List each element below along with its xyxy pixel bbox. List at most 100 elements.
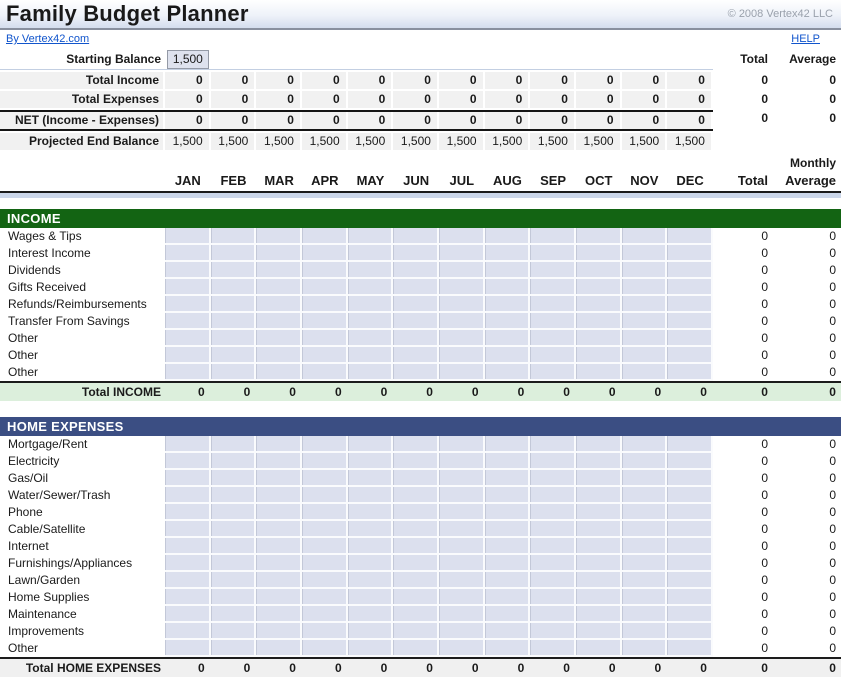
amount-input-cell[interactable]: [667, 296, 713, 313]
amount-input-cell[interactable]: [438, 487, 485, 504]
amount-input-cell[interactable]: [210, 330, 257, 347]
amount-input-cell[interactable]: [165, 470, 211, 487]
amount-input-cell[interactable]: [438, 640, 485, 657]
amount-input-cell[interactable]: [530, 572, 576, 589]
amount-input-cell[interactable]: [256, 262, 302, 279]
amount-input-cell[interactable]: [621, 487, 668, 504]
amount-input-cell[interactable]: [347, 436, 394, 453]
amount-input-cell[interactable]: [667, 623, 713, 640]
amount-input-cell[interactable]: [256, 538, 302, 555]
amount-input-cell[interactable]: [210, 538, 257, 555]
amount-input-cell[interactable]: [210, 555, 257, 572]
amount-input-cell[interactable]: [165, 245, 211, 262]
amount-input-cell[interactable]: [256, 555, 302, 572]
amount-input-cell[interactable]: [256, 313, 302, 330]
amount-input-cell[interactable]: [210, 589, 257, 606]
amount-input-cell[interactable]: [667, 606, 713, 623]
amount-input-cell[interactable]: [210, 504, 257, 521]
amount-input-cell[interactable]: [530, 279, 576, 296]
amount-input-cell[interactable]: [301, 296, 348, 313]
amount-input-cell[interactable]: [438, 623, 485, 640]
amount-input-cell[interactable]: [575, 296, 622, 313]
amount-input-cell[interactable]: [438, 313, 485, 330]
amount-input-cell[interactable]: [484, 470, 531, 487]
amount-input-cell[interactable]: [347, 538, 394, 555]
amount-input-cell[interactable]: [667, 279, 713, 296]
amount-input-cell[interactable]: [621, 589, 668, 606]
amount-input-cell[interactable]: [530, 538, 576, 555]
amount-input-cell[interactable]: [393, 640, 439, 657]
amount-input-cell[interactable]: [575, 262, 622, 279]
amount-input-cell[interactable]: [165, 623, 211, 640]
amount-input-cell[interactable]: [530, 245, 576, 262]
amount-input-cell[interactable]: [575, 347, 622, 364]
amount-input-cell[interactable]: [347, 487, 394, 504]
amount-input-cell[interactable]: [256, 640, 302, 657]
amount-input-cell[interactable]: [210, 347, 257, 364]
amount-input-cell[interactable]: [575, 436, 622, 453]
amount-input-cell[interactable]: [165, 262, 211, 279]
amount-input-cell[interactable]: [256, 436, 302, 453]
amount-input-cell[interactable]: [530, 623, 576, 640]
amount-input-cell[interactable]: [575, 470, 622, 487]
amount-input-cell[interactable]: [347, 572, 394, 589]
amount-input-cell[interactable]: [484, 436, 531, 453]
amount-input-cell[interactable]: [667, 555, 713, 572]
amount-input-cell[interactable]: [484, 504, 531, 521]
amount-input-cell[interactable]: [301, 572, 348, 589]
amount-input-cell[interactable]: [165, 572, 211, 589]
amount-input-cell[interactable]: [667, 521, 713, 538]
amount-input-cell[interactable]: [575, 606, 622, 623]
amount-input-cell[interactable]: [301, 504, 348, 521]
amount-input-cell[interactable]: [530, 640, 576, 657]
amount-input-cell[interactable]: [347, 606, 394, 623]
amount-input-cell[interactable]: [621, 279, 668, 296]
amount-input-cell[interactable]: [438, 606, 485, 623]
amount-input-cell[interactable]: [530, 364, 576, 381]
amount-input-cell[interactable]: [530, 470, 576, 487]
amount-input-cell[interactable]: [165, 555, 211, 572]
amount-input-cell[interactable]: [621, 538, 668, 555]
amount-input-cell[interactable]: [438, 453, 485, 470]
amount-input-cell[interactable]: [301, 262, 348, 279]
amount-input-cell[interactable]: [301, 538, 348, 555]
amount-input-cell[interactable]: [438, 572, 485, 589]
amount-input-cell[interactable]: [165, 279, 211, 296]
amount-input-cell[interactable]: [347, 521, 394, 538]
amount-input-cell[interactable]: [621, 262, 668, 279]
amount-input-cell[interactable]: [575, 279, 622, 296]
amount-input-cell[interactable]: [393, 364, 439, 381]
amount-input-cell[interactable]: [347, 453, 394, 470]
amount-input-cell[interactable]: [393, 330, 439, 347]
amount-input-cell[interactable]: [393, 470, 439, 487]
help-link[interactable]: HELP: [791, 33, 820, 45]
amount-input-cell[interactable]: [256, 330, 302, 347]
amount-input-cell[interactable]: [393, 436, 439, 453]
amount-input-cell[interactable]: [393, 279, 439, 296]
amount-input-cell[interactable]: [256, 589, 302, 606]
amount-input-cell[interactable]: [256, 606, 302, 623]
amount-input-cell[interactable]: [301, 245, 348, 262]
amount-input-cell[interactable]: [621, 364, 668, 381]
amount-input-cell[interactable]: [301, 623, 348, 640]
amount-input-cell[interactable]: [621, 436, 668, 453]
amount-input-cell[interactable]: [210, 521, 257, 538]
amount-input-cell[interactable]: [438, 555, 485, 572]
amount-input-cell[interactable]: [530, 330, 576, 347]
amount-input-cell[interactable]: [210, 262, 257, 279]
amount-input-cell[interactable]: [301, 470, 348, 487]
amount-input-cell[interactable]: [621, 228, 668, 245]
amount-input-cell[interactable]: [667, 453, 713, 470]
amount-input-cell[interactable]: [621, 470, 668, 487]
amount-input-cell[interactable]: [210, 228, 257, 245]
amount-input-cell[interactable]: [438, 228, 485, 245]
amount-input-cell[interactable]: [301, 640, 348, 657]
amount-input-cell[interactable]: [438, 436, 485, 453]
amount-input-cell[interactable]: [347, 245, 394, 262]
amount-input-cell[interactable]: [393, 313, 439, 330]
amount-input-cell[interactable]: [210, 279, 257, 296]
amount-input-cell[interactable]: [301, 606, 348, 623]
amount-input-cell[interactable]: [438, 538, 485, 555]
amount-input-cell[interactable]: [301, 313, 348, 330]
amount-input-cell[interactable]: [575, 453, 622, 470]
